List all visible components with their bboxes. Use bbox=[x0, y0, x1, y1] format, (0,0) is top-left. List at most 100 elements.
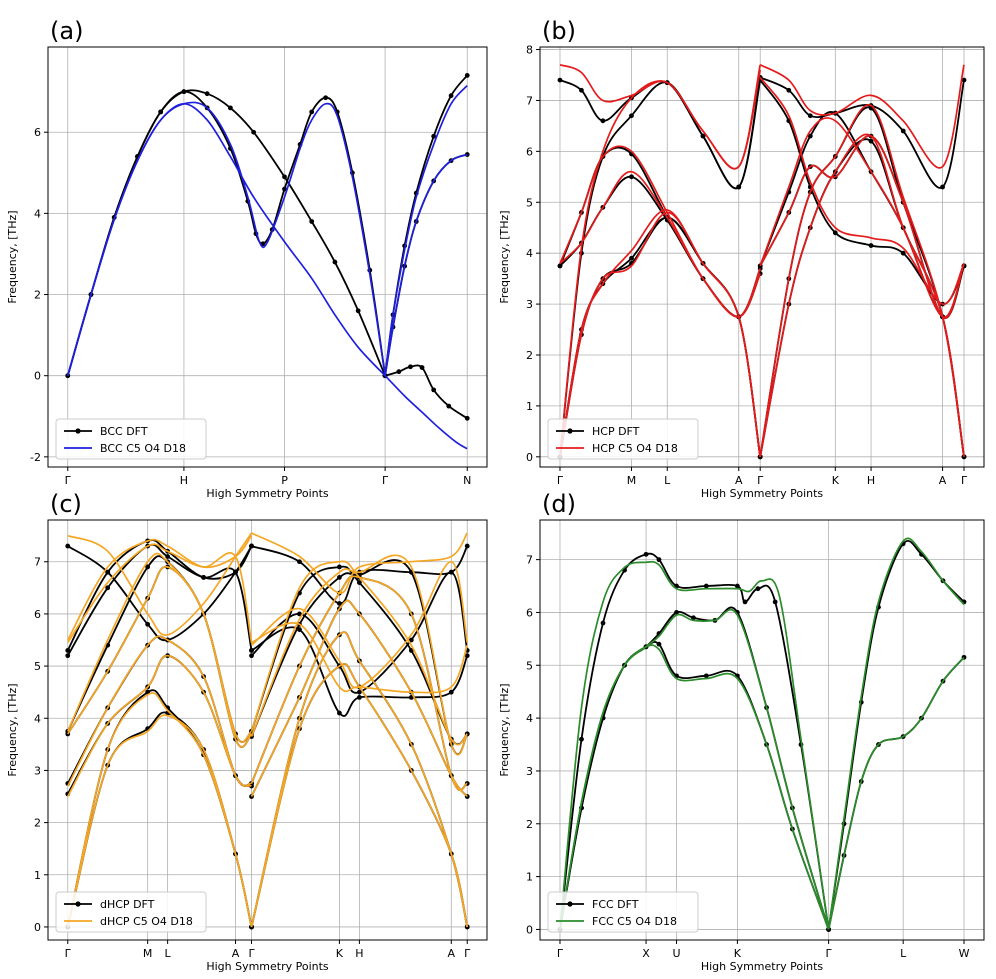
y-tick-label: 5 bbox=[526, 659, 533, 672]
legend: FCC DFT FCC C5 O4 D18 bbox=[547, 891, 699, 933]
data-point bbox=[557, 263, 563, 269]
series-line bbox=[759, 76, 965, 189]
data-point bbox=[204, 91, 210, 97]
x-tick-label: Γ bbox=[961, 474, 968, 487]
plot-area bbox=[65, 73, 470, 450]
data-point bbox=[900, 128, 906, 134]
series-1 bbox=[66, 85, 468, 450]
data-point bbox=[297, 559, 302, 565]
axes-frame bbox=[47, 519, 488, 941]
data-point bbox=[249, 648, 254, 653]
series-0 bbox=[65, 538, 470, 930]
x-axis-label: High Symmetry Points bbox=[701, 487, 824, 500]
y-tick-label: 2 bbox=[526, 818, 533, 831]
data-point bbox=[396, 369, 402, 375]
data-point bbox=[757, 454, 763, 460]
y-tick-label: 4 bbox=[526, 247, 533, 260]
series-1 bbox=[559, 537, 965, 930]
series-line bbox=[827, 539, 965, 930]
x-tick-label: Γ bbox=[557, 947, 564, 960]
data-point bbox=[755, 586, 761, 592]
x-tick-label: Γ bbox=[464, 947, 471, 960]
x-tick-label: N bbox=[463, 474, 471, 487]
series-line bbox=[66, 89, 386, 377]
data-point bbox=[65, 648, 71, 653]
data-point bbox=[940, 184, 945, 190]
x-tick-label: K bbox=[832, 474, 840, 487]
legend-box bbox=[547, 891, 699, 933]
data-point bbox=[674, 610, 679, 615]
series-line bbox=[67, 552, 253, 743]
data-point bbox=[786, 87, 792, 93]
data-point bbox=[356, 580, 362, 586]
legend-label: HCP DFT bbox=[592, 425, 640, 438]
data-point bbox=[105, 569, 111, 575]
panel-1: Γ M L A Γ K H A Γ 0 1 2 3 4 5 6 7 8 High Symmetry Points Fr… bbox=[498, 17, 985, 500]
data-point bbox=[201, 574, 206, 580]
series-line bbox=[67, 635, 252, 787]
data-point bbox=[65, 543, 71, 549]
data-point bbox=[807, 113, 813, 119]
legend-label: BCC DFT bbox=[100, 425, 148, 438]
series-line bbox=[559, 552, 830, 930]
x-tick-label: K bbox=[734, 947, 742, 960]
series-0 bbox=[557, 75, 967, 460]
data-point bbox=[337, 564, 342, 570]
y-tick-label: 2 bbox=[526, 349, 533, 362]
y-axis-label: Frequency, [THz] bbox=[6, 683, 19, 776]
x-tick-label: Γ bbox=[826, 947, 833, 960]
x-tick-label: H bbox=[355, 947, 363, 960]
y-tick-label: 2 bbox=[34, 289, 41, 302]
y-tick-label: 1 bbox=[34, 869, 41, 882]
data-point bbox=[643, 551, 649, 557]
legend-label: FCC DFT bbox=[592, 898, 639, 911]
data-point bbox=[251, 129, 257, 135]
y-tick-label: 0 bbox=[526, 923, 533, 936]
y-tick-label: 1 bbox=[526, 871, 533, 884]
axes-frame bbox=[47, 46, 488, 468]
x-tick-label: A bbox=[939, 474, 947, 487]
data-point bbox=[145, 621, 151, 627]
x-tick-label: H bbox=[180, 474, 188, 487]
series-line bbox=[67, 635, 252, 787]
data-point bbox=[961, 77, 967, 83]
series-line bbox=[67, 566, 253, 748]
y-tick-label: 7 bbox=[526, 554, 533, 567]
data-point bbox=[464, 543, 470, 549]
legend-label: HCP C5 O4 D18 bbox=[592, 442, 678, 455]
series-line bbox=[67, 532, 253, 636]
y-tick-label: 3 bbox=[526, 298, 533, 311]
data-point bbox=[448, 569, 454, 575]
y-tick-label: 4 bbox=[34, 207, 41, 220]
y-tick-label: 6 bbox=[526, 145, 533, 158]
y-axis-label: Frequency, [THz] bbox=[6, 210, 19, 303]
panel-label: (c) bbox=[50, 490, 82, 518]
data-point bbox=[734, 583, 740, 589]
series-line bbox=[251, 532, 468, 594]
series-line bbox=[384, 375, 468, 450]
series-line bbox=[559, 608, 830, 930]
series-line bbox=[66, 90, 386, 376]
data-point bbox=[419, 365, 425, 370]
data-point bbox=[629, 255, 634, 261]
data-point bbox=[579, 87, 584, 93]
series-line bbox=[250, 560, 469, 689]
y-axis-label: Frequency, [THz] bbox=[498, 683, 511, 776]
series-line bbox=[827, 656, 965, 930]
data-point bbox=[145, 564, 151, 570]
series-line bbox=[559, 69, 762, 457]
series-line bbox=[559, 606, 830, 930]
data-point bbox=[249, 543, 254, 549]
data-point bbox=[807, 133, 813, 139]
legend: HCP DFT HCP C5 O4 D18 bbox=[547, 418, 699, 460]
data-point bbox=[832, 230, 838, 236]
data-point bbox=[629, 113, 634, 119]
legend-marker bbox=[567, 901, 573, 907]
data-point bbox=[900, 250, 906, 256]
series-line bbox=[67, 654, 252, 797]
legend-label: dHCP DFT bbox=[100, 898, 155, 911]
series-line bbox=[67, 543, 253, 644]
data-point bbox=[297, 611, 302, 617]
